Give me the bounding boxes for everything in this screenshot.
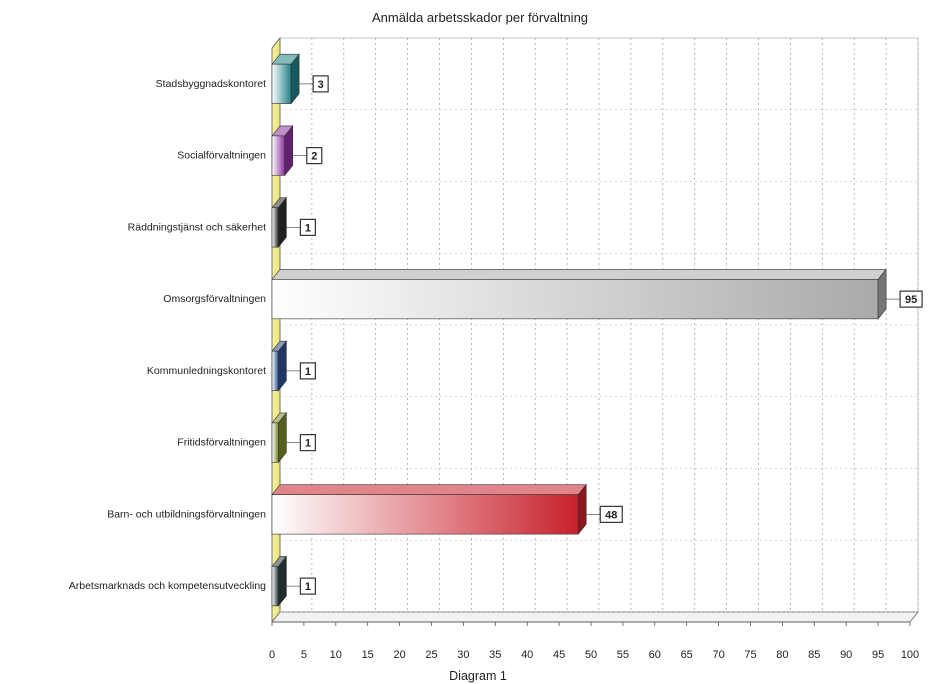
x-tick-label: 85: [808, 649, 820, 661]
x-tick-label: 70: [712, 649, 724, 661]
chart-title: Anmälda arbetsskador per förvaltning: [372, 10, 588, 25]
data-label: 2: [311, 151, 317, 163]
bar-7: [271, 566, 279, 607]
bar-end-2: [278, 196, 287, 248]
bar-end-5: [278, 412, 287, 464]
category-label: Barn- och utbildningsförvaltningen: [107, 508, 266, 520]
data-label: 48: [605, 509, 617, 521]
x-tick-label: 35: [489, 649, 501, 661]
bar-end-3: [877, 268, 887, 320]
bar-top-3: [271, 269, 887, 280]
data-label: 1: [305, 222, 311, 234]
data-label-box: [299, 577, 316, 595]
data-label: 95: [905, 294, 917, 306]
category-label: Kommunledningskontoret: [147, 365, 266, 377]
x-tick-label: 45: [553, 649, 565, 661]
x-tick-label: 10: [330, 649, 342, 661]
x-tick-label: 20: [393, 649, 405, 661]
data-label-box: [312, 75, 329, 93]
bar-end-4: [278, 340, 287, 392]
category-label: Socialförvaltningen: [177, 150, 266, 162]
x-tick-label: 5: [301, 649, 307, 661]
x-tick-label: 55: [617, 649, 629, 661]
data-label: 1: [305, 581, 311, 593]
x-tick-label: 90: [840, 649, 852, 661]
category-label: Omsorgsförvaltningen: [163, 293, 266, 305]
floor: [271, 611, 919, 623]
x-tick-label: 95: [872, 649, 884, 661]
bar-1: [271, 135, 286, 176]
data-label-box: [299, 218, 316, 236]
plot-area: 3 Stadsbyggnadskontoret 2 Socialförvaltning…: [69, 36, 923, 661]
category-label: Fritidsförvaltningen: [177, 437, 266, 449]
bar-end-0: [290, 53, 300, 105]
x-tick-label: 60: [649, 649, 661, 661]
data-label: 1: [305, 438, 311, 450]
bar-6: [271, 494, 579, 535]
data-label: 3: [318, 79, 324, 91]
x-tick-label: 100: [901, 649, 919, 661]
category-label: Räddningstjänst och säkerhet: [128, 221, 266, 233]
x-tick-label: 40: [521, 649, 533, 661]
x-tick-label: 80: [776, 649, 788, 661]
x-tick-label: 15: [362, 649, 374, 661]
x-tick-label: 50: [585, 649, 597, 661]
bar-5: [271, 422, 279, 463]
data-label: 1: [305, 366, 311, 378]
bar-end-6: [577, 483, 587, 535]
data-label-box: [899, 290, 923, 308]
data-label-box: [299, 434, 316, 452]
data-label-box: [299, 362, 316, 380]
bar-4: [271, 350, 279, 391]
bar-end-1: [284, 125, 294, 177]
x-tick-label: 30: [457, 649, 469, 661]
bar-3: [271, 279, 879, 320]
x-tick-label: 0: [269, 649, 275, 661]
x-tick-label: 75: [744, 649, 756, 661]
category-label: Arbetsmarknads och kompetensutveckling: [69, 580, 266, 592]
bar-end-7: [278, 555, 287, 607]
x-tick-label: 25: [425, 649, 437, 661]
x-tick-label: 65: [681, 649, 693, 661]
category-label: Stadsbyggnadskontoret: [156, 78, 266, 90]
data-label-box: [306, 147, 323, 165]
bar-top-6: [271, 484, 587, 495]
bar-2: [271, 207, 279, 248]
bar-0: [271, 63, 292, 104]
data-label-box: [599, 505, 623, 523]
x-axis-label: Diagram 1: [449, 669, 507, 683]
